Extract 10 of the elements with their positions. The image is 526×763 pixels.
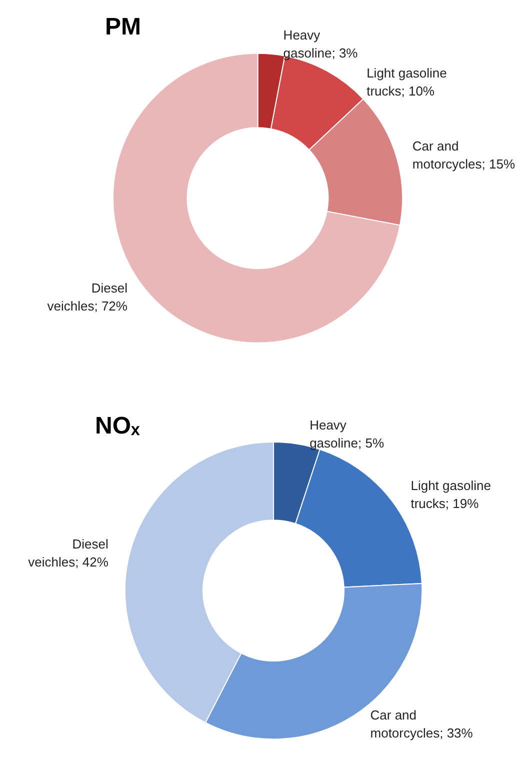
slice-label: Light gasoline trucks; 19%: [410, 478, 491, 512]
slice-label: Diesel veichles; 72%: [47, 280, 128, 314]
chart-title: NOₓ: [95, 412, 140, 440]
chart-title: PM: [105, 14, 141, 40]
slice-label: Diesel veichles; 42%: [28, 536, 109, 570]
slice-label: Car and motorcycles; 33%: [370, 707, 474, 740]
slice-label: Car and motorcycles; 15%: [412, 138, 516, 172]
slice-label: Heavy gasoline; 5%: [310, 417, 384, 450]
slice-label: Light gasoline trucks; 10%: [366, 66, 447, 99]
slice-label: Heavy gasoline; 3%: [283, 28, 358, 61]
